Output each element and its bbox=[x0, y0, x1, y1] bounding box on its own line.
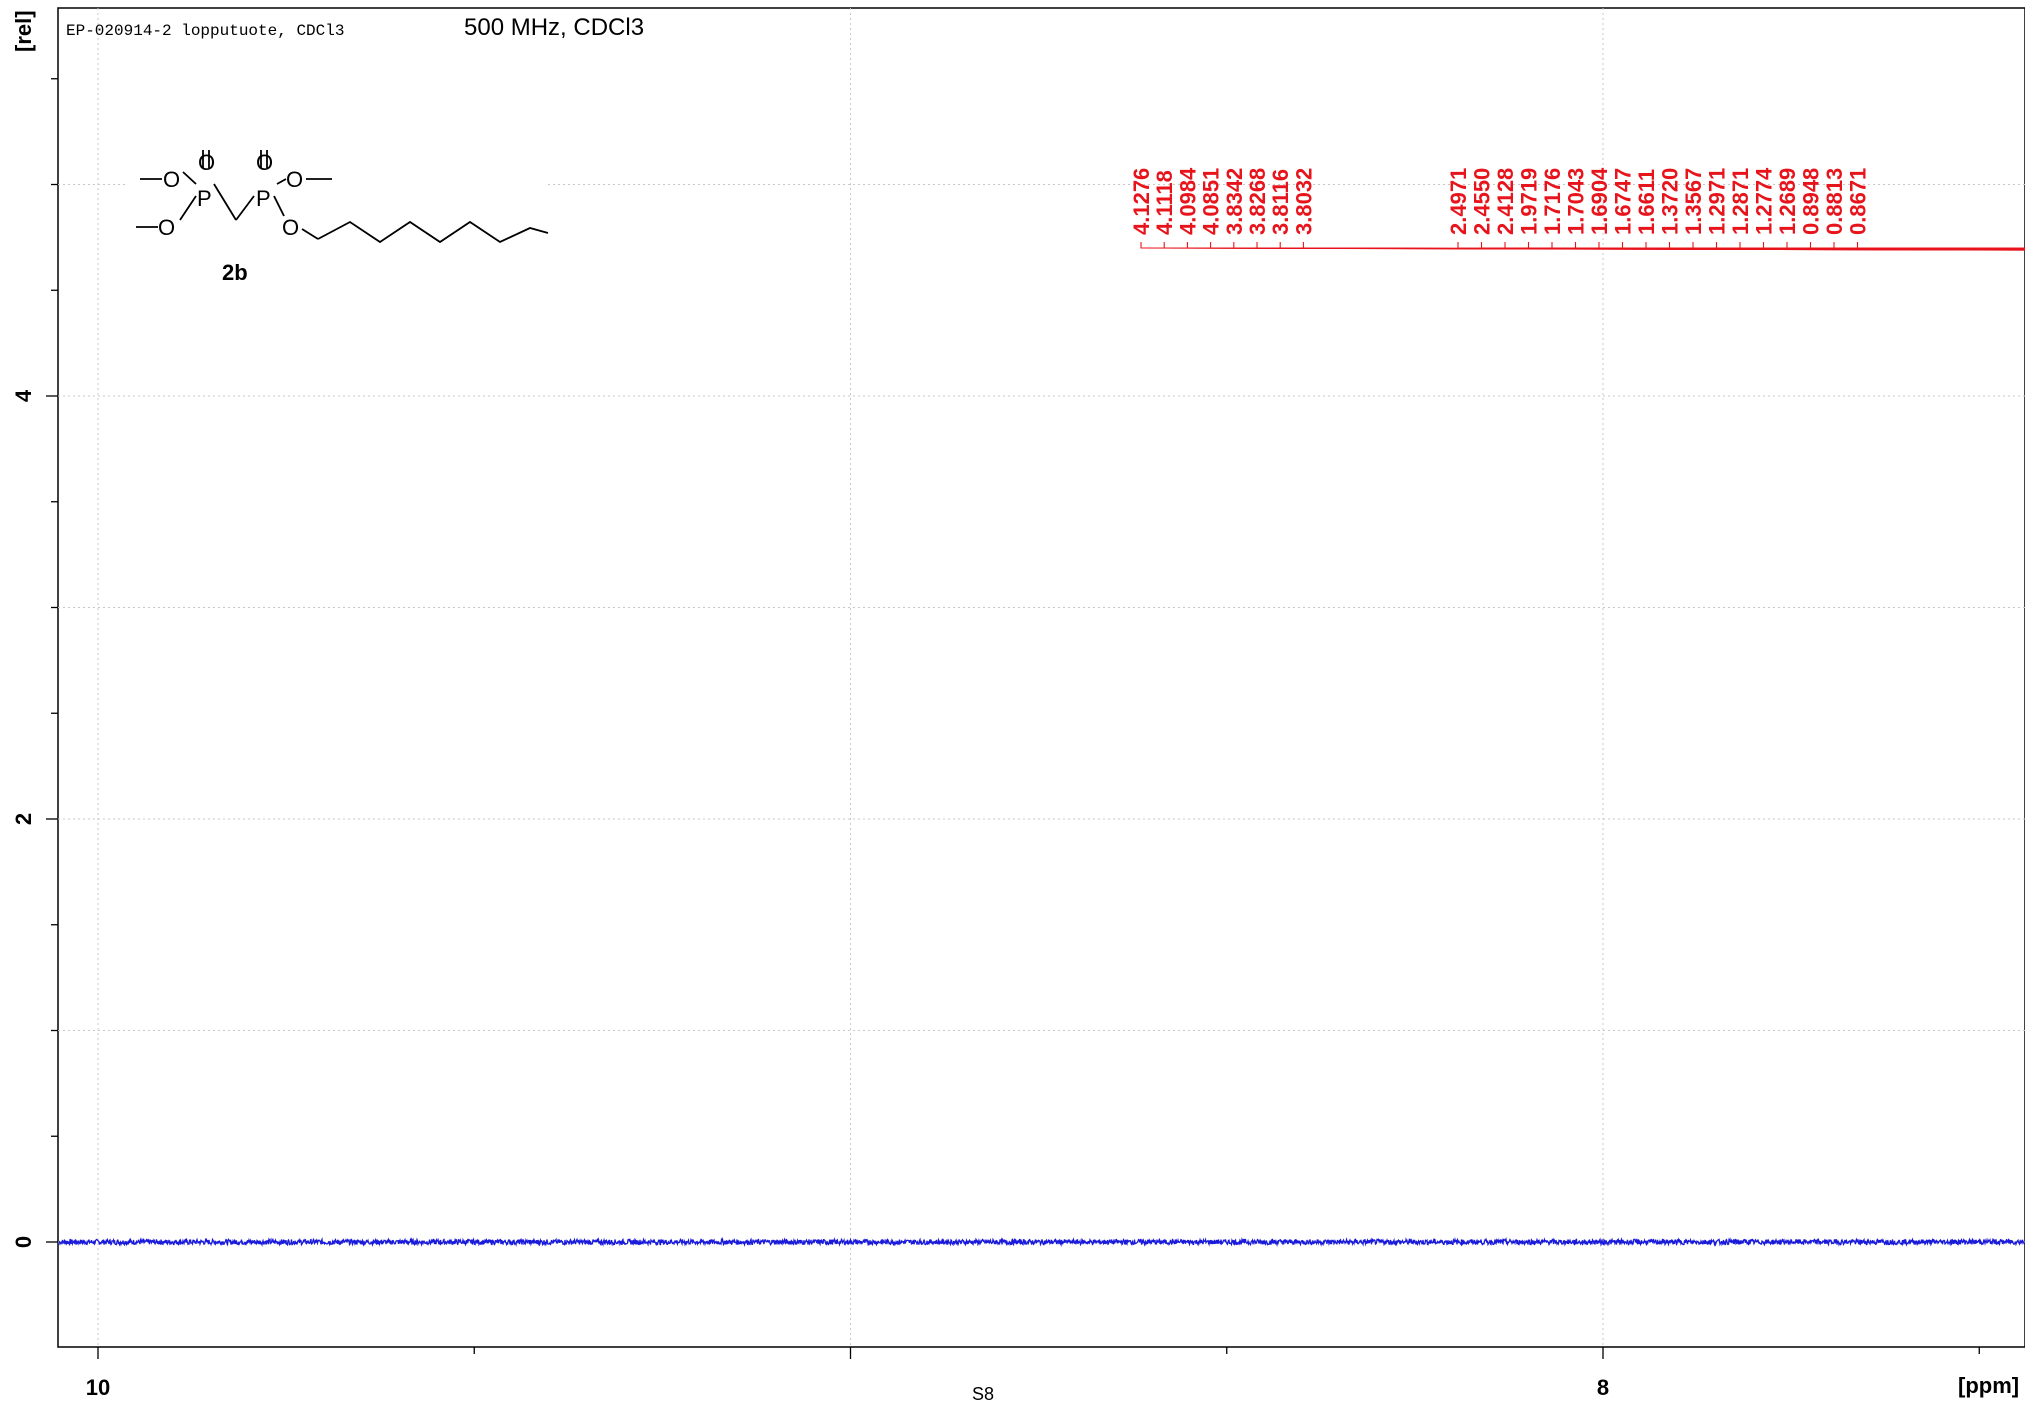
atom-o-methoxy-1: O bbox=[163, 167, 180, 192]
peak-leader bbox=[1692, 242, 2025, 250]
peak-label: 2.4128 bbox=[1493, 168, 1518, 235]
peak-label: 3.8342 bbox=[1222, 168, 1247, 235]
peak-label: 1.3567 bbox=[1681, 168, 1706, 235]
peak-label: 4.0851 bbox=[1199, 168, 1224, 235]
peak-label: 2.4550 bbox=[1470, 168, 1495, 235]
y-axis-label: [rel] bbox=[11, 10, 36, 52]
peak-label: 1.2774 bbox=[1752, 167, 1777, 235]
peak-label: 0.8813 bbox=[1822, 168, 1847, 235]
peak-leader bbox=[1786, 242, 2025, 249]
grid bbox=[58, 8, 2025, 1347]
peak-leader bbox=[1233, 242, 2025, 251]
peak-label: 1.9719 bbox=[1517, 168, 1542, 235]
peak-labels: 4.12764.11184.09844.08513.83423.82683.81… bbox=[1129, 167, 2025, 251]
atom-o-methoxy-2: O bbox=[286, 167, 303, 192]
spectrometer-title: 500 MHz, CDCl3 bbox=[464, 14, 644, 41]
atom-o-methoxy-3: O bbox=[158, 215, 175, 240]
peak-label: 0.8671 bbox=[1846, 168, 1871, 235]
peak-label: 4.0984 bbox=[1175, 167, 1200, 235]
peak-leader bbox=[1210, 242, 2025, 251]
x-tick-label: 10 bbox=[86, 1375, 110, 1400]
plot-frame bbox=[57, 7, 2025, 1348]
y-tick-label: 2 bbox=[11, 813, 36, 825]
peak-label: 4.1276 bbox=[1129, 168, 1154, 235]
atom-o-octyloxy: O bbox=[282, 215, 299, 240]
peak-leader bbox=[1856, 242, 2025, 249]
structure-background bbox=[128, 130, 548, 290]
axes: 1086420246810 bbox=[11, 78, 1980, 1400]
peak-leader bbox=[1762, 242, 2025, 249]
peak-label: 1.6747 bbox=[1611, 168, 1636, 235]
peak-leader bbox=[1457, 242, 2025, 250]
x-tick-label: 8 bbox=[1597, 1375, 1609, 1400]
atom-o-double-2: O bbox=[256, 150, 273, 175]
peak-label: 1.7176 bbox=[1540, 168, 1565, 235]
atom-p-2: P bbox=[256, 186, 271, 211]
peak-leader bbox=[1574, 242, 2025, 250]
peak-leader bbox=[1809, 242, 2025, 249]
peak-label: 1.7043 bbox=[1564, 168, 1589, 235]
peak-label: 1.3720 bbox=[1658, 168, 1683, 235]
peak-leader bbox=[1480, 242, 2025, 250]
peak-label: 1.2871 bbox=[1728, 168, 1753, 235]
peak-leader bbox=[1527, 242, 2025, 250]
peak-leader bbox=[1279, 242, 2025, 251]
peak-leader bbox=[1186, 242, 2025, 251]
peak-leader bbox=[1302, 242, 2025, 251]
peak-label: 0.8948 bbox=[1799, 168, 1824, 235]
peak-leader bbox=[1551, 242, 2025, 250]
y-tick-label: 0 bbox=[11, 1236, 36, 1248]
peak-label: 4.1118 bbox=[1152, 170, 1177, 235]
peak-label: 3.8268 bbox=[1245, 168, 1270, 235]
peak-label: 1.2689 bbox=[1775, 168, 1800, 235]
peak-label: 1.2971 bbox=[1705, 168, 1730, 235]
peak-label: 1.6611 bbox=[1634, 169, 1659, 235]
peak-label: 3.8032 bbox=[1291, 168, 1316, 235]
peak-leader bbox=[1715, 242, 2025, 250]
atom-p-1: P bbox=[197, 186, 212, 211]
spectrum-trace bbox=[58, 1236, 2025, 1248]
peak-leader bbox=[1739, 242, 2025, 250]
compound-label: 2b bbox=[222, 260, 248, 285]
peak-leader bbox=[1598, 242, 2025, 250]
chemical-structure: O P O P O O O O 2b bbox=[128, 130, 549, 290]
peak-leader bbox=[1163, 242, 2025, 251]
peak-leader bbox=[1668, 242, 2025, 250]
peak-leader bbox=[1621, 242, 2025, 250]
peak-leader bbox=[1256, 242, 2025, 251]
experiment-title: EP-020914-2 lopputuote, CDCl3 bbox=[66, 22, 344, 40]
peak-leader bbox=[1833, 242, 2025, 249]
peak-leader bbox=[1645, 242, 2025, 250]
peak-label: 3.8116 bbox=[1268, 169, 1293, 235]
x-axis-label: [ppm] bbox=[1958, 1373, 2019, 1398]
peak-leader bbox=[1140, 242, 2025, 251]
atom-o-double-1: O bbox=[198, 150, 215, 175]
peak-leader bbox=[1504, 242, 2025, 250]
peak-label: 1.6904 bbox=[1587, 167, 1612, 235]
page-footer: S8 bbox=[972, 1384, 994, 1402]
y-tick-label: 4 bbox=[11, 389, 36, 402]
peak-label: 2.4971 bbox=[1446, 168, 1471, 235]
